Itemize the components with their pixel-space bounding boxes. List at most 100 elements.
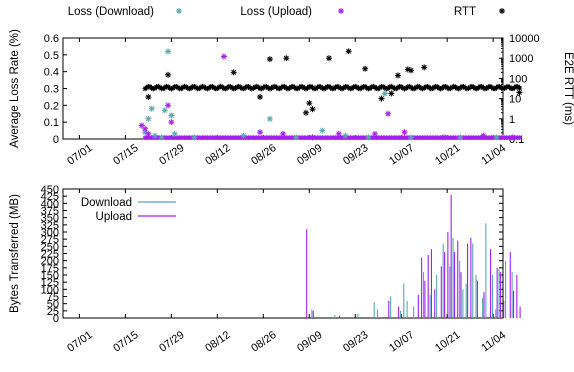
bottom-y-tick-label: 400 <box>41 198 59 210</box>
rtt-outlier-point <box>266 56 273 63</box>
loss-upload-point <box>385 110 392 117</box>
top-x-tick-label: 09/23 <box>341 142 370 168</box>
bottom-y-tick-label: 275 <box>41 234 59 246</box>
loss-download-point <box>240 132 247 139</box>
bottom-x-tick-label: 08/12 <box>203 329 232 355</box>
loss-upload-point <box>280 130 286 137</box>
loss-download-point <box>457 134 464 141</box>
loss-download-point <box>171 130 178 137</box>
bottom-y-tick-label: 350 <box>41 213 59 225</box>
legend-marker-rtt <box>499 8 505 14</box>
loss-download-point <box>168 112 175 119</box>
rtt-outlier-point <box>394 72 401 79</box>
right-y-tick-label: 10000 <box>509 33 540 45</box>
bottom-y-axis-label: Bytes Transferred (MB) <box>9 194 21 313</box>
bottom-x-tick-label: 07/15 <box>111 329 140 355</box>
bottom-y-tick-label: 150 <box>41 270 59 282</box>
legend-label-loss-upload: Loss (Upload) <box>240 6 312 18</box>
loss-download-point <box>408 134 415 141</box>
bottom-y-tick-label: 75 <box>47 292 59 304</box>
bottom-y-tick-label: 25 <box>47 306 59 318</box>
rtt-outlier-point <box>516 89 523 96</box>
rtt-outlier-point <box>362 65 369 72</box>
bottom-y-tick-label: 450 <box>41 184 59 196</box>
left-y-tick-label: 0.6 <box>44 33 59 45</box>
loss-download-point <box>342 132 349 139</box>
loss-download-point <box>365 134 372 141</box>
right-y-tick-label: 1000 <box>509 53 533 65</box>
top-x-tick-label: 07/01 <box>65 142 94 168</box>
left-y-tick-label: 0.2 <box>44 100 59 112</box>
loss-download-point <box>191 134 198 141</box>
bytes-transferred-panel: 0255075100125150175200225250275300325350… <box>9 184 521 355</box>
bottom-y-tick-label: 425 <box>41 191 59 203</box>
rtt-outlier-point <box>378 95 385 102</box>
top-x-tick-label: 11/04 <box>479 142 508 167</box>
rtt-outlier-point <box>388 90 395 97</box>
bottom-y-tick-label: 100 <box>41 284 59 296</box>
bottom-x-tick-label: 07/29 <box>157 329 186 355</box>
bottom-y-tick-label: 325 <box>41 220 59 232</box>
left-y-axis-label: Average Loss Rate (%) <box>9 29 21 148</box>
bottom-x-tick-label: 09/09 <box>295 329 324 355</box>
loss-download-point <box>381 90 388 97</box>
bottom-y-tick-label: 200 <box>41 256 59 268</box>
left-y-tick-label: 0 <box>53 134 59 146</box>
loss-upload-point <box>401 129 408 136</box>
right-y-axis-label: E2E RTT (ms) <box>562 52 574 125</box>
bottom-x-tick-label: 10/07 <box>387 329 416 355</box>
loss-download-point <box>151 132 158 139</box>
loss-rtt-panel: 00.10.20.30.40.50.60.111010010001000007/… <box>9 29 574 168</box>
loss-upload-point <box>440 134 447 141</box>
bottom-y-tick-label: 175 <box>41 263 59 275</box>
rtt-outlier-point <box>325 55 332 62</box>
loss-download-point <box>319 127 326 134</box>
loss-upload-point <box>165 102 172 109</box>
top-x-tick-label: 08/26 <box>249 142 278 168</box>
legend-label-rtt: RTT <box>454 6 476 18</box>
bottom-x-tick-label: 09/23 <box>341 329 370 355</box>
top-x-tick-label: 10/07 <box>387 142 416 168</box>
loss-upload-point <box>142 125 149 132</box>
legend-label-upload: Upload <box>96 211 132 223</box>
bottom-x-tick-label: 08/26 <box>249 329 278 355</box>
loss-download-point <box>145 115 152 122</box>
bottom-y-tick-label: 300 <box>41 227 59 239</box>
bottom-y-tick-label: 250 <box>41 241 59 253</box>
rtt-outlier-point <box>145 94 152 101</box>
rtt-outlier-point <box>345 48 352 55</box>
loss-upload-point <box>371 130 378 137</box>
loss-download-point <box>148 105 155 112</box>
rtt-outlier-point <box>408 67 415 74</box>
rtt-outlier-point <box>421 64 428 71</box>
top-x-tick-label: 07/15 <box>111 142 140 168</box>
loss-download-point <box>293 134 300 141</box>
loss-download-point <box>493 134 500 141</box>
bottom-x-tick-label: 07/01 <box>65 329 94 355</box>
loss-upload-point <box>509 134 516 141</box>
rtt-outlier-point <box>230 69 237 76</box>
legend-top: Loss (Download) Loss (Upload) RTT <box>68 6 505 18</box>
bottom-y-tick-label: 225 <box>41 249 59 261</box>
loss-download-point <box>161 107 168 114</box>
left-y-tick-label: 0.5 <box>44 50 59 62</box>
top-x-tick-label: 07/29 <box>157 142 186 168</box>
rtt-outlier-point <box>306 100 313 107</box>
loss-upload-point <box>309 134 316 141</box>
loss-upload-baseline-point <box>517 135 522 141</box>
loss-download-point <box>266 115 273 122</box>
loss-upload-point <box>335 130 342 137</box>
rtt-outlier-point <box>165 71 172 78</box>
top-x-tick-label: 08/12 <box>203 142 232 168</box>
legend-label-loss-download: Loss (Download) <box>68 6 154 18</box>
left-y-tick-label: 0.1 <box>44 117 59 129</box>
loss-download-point <box>165 48 172 55</box>
right-y-tick-label: 100 <box>509 73 527 85</box>
bottom-y-tick-label: 50 <box>47 299 59 311</box>
rtt-outlier-point <box>302 109 309 116</box>
bottom-x-tick-label: 10/21 <box>433 329 462 355</box>
legend-marker-loss-download <box>176 8 182 14</box>
left-y-tick-label: 0.4 <box>44 67 59 79</box>
bottom-y-tick-label: 375 <box>41 206 59 218</box>
